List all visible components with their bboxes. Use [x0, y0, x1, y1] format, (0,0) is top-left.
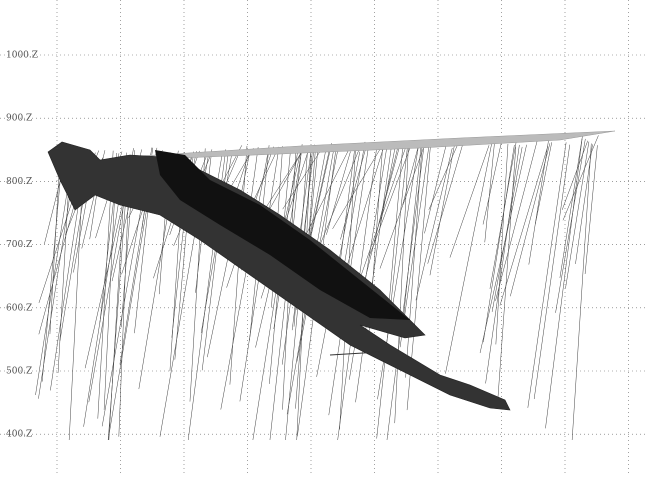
- dark-surface: [48, 142, 510, 410]
- well-stick: [535, 142, 552, 224]
- well-stick: [500, 146, 548, 305]
- well-stick: [485, 140, 495, 243]
- page: 1000.Z900.Z800.Z700.Z600.Z500.Z400.Z (()…: [0, 0, 647, 475]
- well-stick: [483, 145, 514, 342]
- 3d-view: 1000.Z 900.Z 800.Z 700.Z 600.Z 500.Z 400.Z: [0, 0, 647, 475]
- well-stick: [450, 145, 489, 257]
- axis-label: 700.Z: [6, 240, 32, 250]
- well-stick: [429, 142, 459, 210]
- well-stick: [389, 142, 403, 307]
- well-stick: [50, 155, 60, 334]
- axis-label: 600.Z: [6, 303, 32, 313]
- well-stick: [387, 145, 424, 440]
- well-stick: [403, 140, 420, 205]
- axis-labels: 1000.Z 900.Z 800.Z 700.Z 600.Z 500.Z 400.Z: [6, 51, 38, 440]
- well-stick: [445, 141, 492, 374]
- axis-label: 1000.Z: [6, 51, 38, 61]
- well-stick: [565, 142, 588, 289]
- well-stick: [42, 160, 62, 382]
- well-stick: [283, 147, 323, 209]
- axis-label: 800.Z: [6, 177, 32, 187]
- well-stick: [529, 140, 549, 264]
- well-stick: [262, 149, 303, 213]
- well-stick: [428, 144, 463, 264]
- grid: [0, 0, 647, 475]
- axis-label: 900.Z: [6, 114, 32, 124]
- well-stick: [545, 139, 582, 429]
- well-stick: [492, 147, 522, 312]
- well-stick: [406, 142, 423, 378]
- axis-label: 400.Z: [6, 430, 32, 440]
- well-stick: [416, 148, 452, 300]
- axis-label: 500.Z: [6, 367, 32, 377]
